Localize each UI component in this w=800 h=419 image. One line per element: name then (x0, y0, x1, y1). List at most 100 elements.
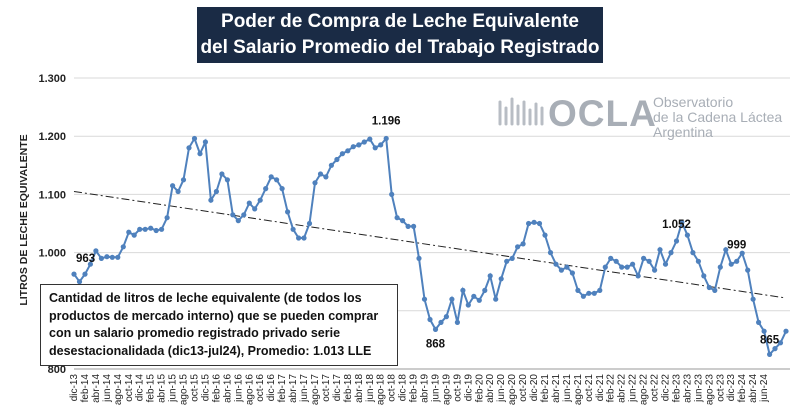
x-tick-label: dic-14 (135, 374, 146, 402)
x-tick-label: dic-23 (726, 374, 737, 402)
x-tick-label: abr-17 (288, 374, 299, 403)
data-point (734, 258, 740, 264)
data-point (290, 226, 296, 232)
x-tick-label: dic-15 (200, 374, 211, 402)
x-tick-label: dic-13 (69, 374, 80, 402)
data-point (334, 156, 340, 163)
data-point (197, 151, 203, 157)
data-point (515, 244, 521, 250)
data-point (230, 212, 236, 218)
x-tick-label: feb-20 (474, 374, 485, 403)
data-point (783, 328, 789, 334)
x-tick-label: ago-22 (639, 374, 650, 406)
data-point (82, 271, 88, 277)
data-point (723, 247, 729, 253)
data-point (268, 174, 274, 180)
x-tick-label: feb-14 (80, 374, 91, 403)
x-tick-label: oct-19 (452, 374, 463, 402)
y-tick-label: 1.000 (38, 248, 66, 260)
x-tick-label: abr-23 (682, 374, 693, 403)
x-tick-label: jun-17 (299, 374, 310, 403)
data-point (432, 326, 439, 332)
data-point (71, 271, 77, 277)
data-point (296, 235, 302, 241)
data-point (777, 340, 784, 346)
note-box: Cantidad de litros de leche equivalente … (40, 284, 398, 366)
data-point (219, 171, 225, 177)
data-point (728, 261, 734, 267)
data-point (235, 218, 241, 224)
data-point (186, 145, 192, 151)
data-point (411, 223, 417, 229)
data-point (526, 220, 532, 227)
x-tick-label: ago-19 (441, 374, 452, 406)
data-point (279, 186, 285, 192)
data-point (394, 215, 400, 221)
data-point (76, 279, 83, 285)
data-point (460, 287, 466, 293)
data-point (558, 267, 565, 273)
data-label: 1.196 (372, 116, 401, 128)
data-point (695, 258, 702, 264)
data-point (717, 264, 723, 270)
data-point (580, 293, 587, 299)
data-point (263, 186, 269, 192)
data-point (668, 250, 674, 256)
data-point (761, 328, 767, 334)
data-point (323, 174, 329, 180)
x-tick-label: jun-21 (562, 374, 573, 403)
data-point (345, 148, 351, 154)
data-points (71, 135, 789, 357)
x-tick-label: jun-18 (365, 374, 376, 403)
data-point (586, 290, 592, 296)
x-tick-label: abr-24 (748, 374, 759, 403)
data-point (613, 258, 619, 264)
data-point (684, 232, 691, 238)
data-point (712, 287, 718, 293)
data-point (706, 284, 712, 291)
x-tick-label: dic-19 (463, 374, 474, 402)
data-point (339, 151, 345, 157)
x-tick-label: jun-23 (693, 374, 704, 403)
data-point (635, 273, 641, 279)
data-point (745, 267, 751, 273)
data-label: 1.052 (662, 219, 691, 231)
data-point (454, 319, 460, 325)
data-point (673, 238, 680, 244)
data-point (367, 136, 373, 142)
data-point (153, 227, 159, 234)
x-tick-label: feb-22 (606, 374, 617, 403)
x-tick-label: dic-16 (266, 374, 277, 402)
x-tick-label: jun-16 (233, 374, 244, 403)
x-tick-label: oct-14 (124, 374, 135, 402)
data-point (126, 229, 132, 235)
data-point (356, 142, 362, 148)
data-point (208, 197, 214, 203)
data-label: 865 (760, 334, 780, 346)
y-tick-label: 1.100 (38, 189, 66, 201)
data-point (547, 250, 554, 256)
data-point (657, 247, 663, 253)
x-tick-label: abr-16 (222, 374, 233, 403)
data-point (553, 261, 559, 267)
x-tick-label: jun-24 (759, 374, 770, 403)
data-point (180, 177, 187, 183)
x-tick-label: feb-24 (737, 374, 748, 403)
data-point (175, 188, 181, 195)
data-point (739, 250, 745, 256)
data-point (465, 302, 471, 308)
data-point (449, 296, 455, 302)
x-tick-label: dic-21 (595, 374, 606, 402)
data-point (301, 235, 307, 241)
data-labels: 963 1.196 868 1.052 999 865 (76, 116, 780, 351)
data-point (575, 287, 581, 293)
data-point (690, 250, 696, 256)
ocla-bars-icon (498, 97, 544, 126)
data-label: 868 (426, 338, 446, 350)
logo-sub-line-1: Observatorio (653, 94, 734, 110)
data-point (137, 226, 143, 232)
data-point (608, 255, 614, 261)
ocla-logo: OCLA Observatorio de la Cadena Láctea Ar… (496, 92, 782, 152)
x-tick-label: dic-17 (332, 374, 343, 402)
